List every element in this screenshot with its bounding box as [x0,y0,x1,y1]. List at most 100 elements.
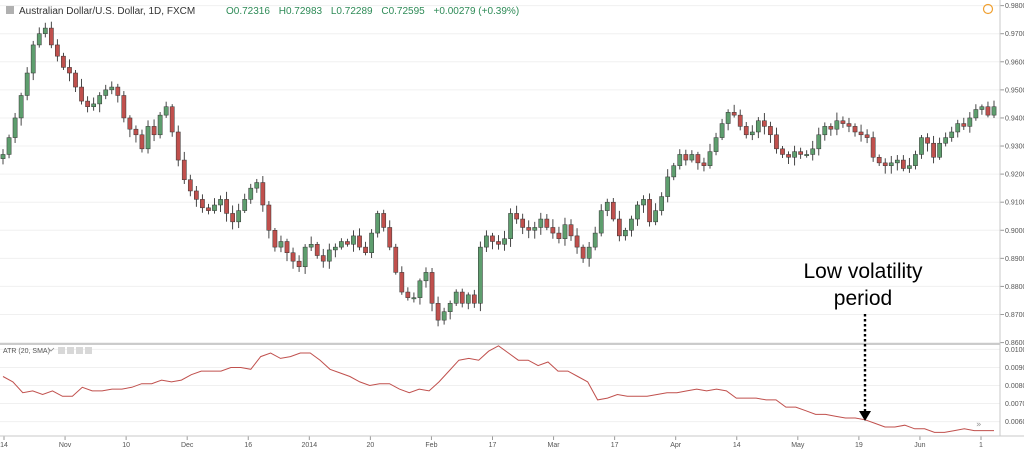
candle-body [345,241,350,245]
candle [181,151,187,184]
candle [713,132,719,156]
candle [671,162,677,181]
candle-body [985,106,991,116]
candle-body [61,55,66,68]
atr-label[interactable]: ATR (20, SMA) [3,348,50,355]
candle [381,209,387,232]
chevron-down-icon[interactable] [47,347,55,352]
candle-body [629,218,634,231]
candle-body [206,207,211,211]
candle-body [743,126,749,136]
candle [592,226,598,251]
time-tick-label: Jun [914,442,925,449]
candle-body [308,244,314,248]
candle [36,27,42,48]
candle [544,214,550,231]
time-tick-label: 16 [244,442,252,449]
candle [393,243,399,275]
candle [387,220,393,251]
candle [937,137,942,160]
candle-body [828,126,834,130]
candle-body [30,44,36,74]
alert-icon[interactable] [982,3,994,15]
candle-body [187,179,193,192]
symbol-title[interactable]: Australian Dollar/U.S. Dollar, 1D, FXCM [19,6,195,17]
candle-body [212,204,217,211]
candle-body [230,213,235,223]
indicator-settings-icon[interactable] [58,347,65,354]
atr-tick-label: 0.0060 [1005,419,1024,426]
candle [586,241,592,267]
candle-body [792,151,797,158]
candle [236,203,242,229]
candle-body [568,224,574,237]
candle-body [121,95,127,119]
candle-body [375,213,380,234]
time-tick-label: 10 [122,442,130,449]
candle [701,157,707,172]
candle-body [804,154,810,156]
candle [943,132,949,147]
candle-body [471,294,477,304]
candle-body [242,199,248,211]
candle [568,219,574,241]
candle-body [683,154,689,161]
candle-body [894,159,900,164]
candle [417,278,423,305]
candle [151,119,157,142]
ohlc-readout: O0.72316 H0.72983 L0.72289 C0.72595 +0.0… [226,6,519,17]
candle [629,215,634,237]
candle [919,135,924,159]
candle [743,121,749,139]
indicator-source-icon[interactable] [76,347,83,354]
candle-body [478,246,483,304]
candle-body [79,86,84,102]
candle-body [496,241,501,245]
candle [610,197,616,222]
candle [187,174,193,197]
candle-body [224,199,229,214]
candle [894,155,900,171]
candle [876,154,882,166]
indicator-close-icon[interactable] [85,347,92,354]
candle-body [405,291,411,298]
candle-body [846,123,852,127]
price-tick-label: 0.87000 [1005,312,1024,319]
candle [949,126,955,142]
candle [200,194,205,213]
candle-body [943,137,949,144]
candle [665,169,671,203]
candle [206,203,211,215]
scroll-right-icon[interactable]: » [976,420,982,430]
annotation-line-1: Low volatility [803,260,923,283]
candle [556,226,562,244]
candle [465,292,471,310]
candle-body [907,165,912,169]
candle-body [544,218,550,228]
candle [858,124,864,142]
candle [12,112,18,143]
candle [447,300,453,320]
candle [453,289,459,306]
candle-body [888,162,894,166]
symbol-icon[interactable] [6,6,14,14]
candle-body [175,131,181,161]
candle [623,227,628,241]
candle [212,198,217,214]
candle-body [701,162,707,166]
candle [260,176,266,212]
candle-body [695,154,701,164]
price-tick-label: 0.95000 [1005,87,1024,94]
candle-body [816,134,822,150]
candle [471,289,477,308]
candle [804,150,810,158]
candle-body [423,272,429,282]
candle-body [6,137,12,155]
change-value: +0.00279 (+0.39%) [434,6,520,17]
candle [749,125,755,141]
candle-body [731,112,737,116]
indicator-hide-icon[interactable] [67,347,74,354]
